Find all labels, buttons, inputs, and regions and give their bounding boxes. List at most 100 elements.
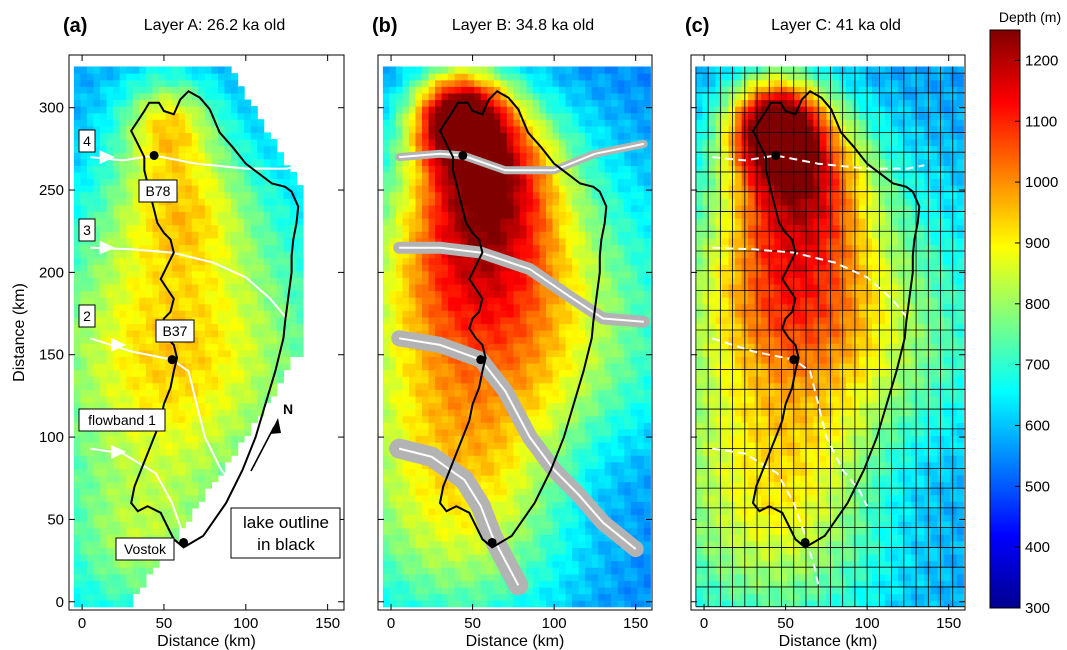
heat-cell [532,461,540,469]
heat-cell [145,435,153,443]
heat-cell [409,119,417,127]
heat-cell [237,283,245,292]
heat-cell [198,66,206,74]
heat-cell [257,251,265,259]
heat-cell [454,92,462,101]
heat-cell [422,481,430,489]
heat-cell [519,231,527,239]
heat-cell [231,178,239,186]
heat-cell [552,448,560,456]
heat-cell [172,376,180,384]
heat-cell [185,481,193,489]
heat-cell [237,257,245,265]
heat-cell [454,415,462,423]
heat-cell [165,145,173,153]
heat-cell [257,402,265,410]
heat-cell [113,481,121,489]
heat-cell [467,132,475,140]
heat-cell [139,376,147,384]
heat-cell [532,79,540,87]
heat-cell [283,356,291,364]
heat-cell [73,435,81,443]
heat-cell [454,73,462,81]
heat-cell [513,66,521,74]
heat-cell [526,560,534,568]
heat-cell [106,171,114,180]
heat-cell [73,119,81,127]
heat-cell [474,468,482,476]
heat-cell [565,231,573,239]
heat-cell [100,494,108,502]
heat-cell [513,600,521,608]
heat-cell [198,204,206,213]
heat-cell [467,415,475,423]
heat-cell [467,165,475,173]
heat-cell [126,382,134,390]
heat-cell [93,593,101,601]
heat-cell [224,112,232,120]
heat-cell [487,204,495,213]
heat-cell [422,277,430,285]
heat-cell [487,461,495,469]
heat-cell [204,264,212,272]
heat-cell [500,514,508,522]
heat-cell [172,534,180,542]
heat-cell [448,428,456,436]
heat-cell [506,277,514,285]
heat-cell [159,488,167,496]
heat-cell [231,303,239,311]
heat-cell [244,231,252,239]
heat-cell [448,171,456,180]
heat-cell [93,237,101,245]
heat-cell [500,501,508,509]
heat-cell [435,494,443,502]
heat-cell [237,323,245,331]
heat-cell [546,567,554,575]
heat-cell [559,310,567,318]
heat-cell [237,158,245,166]
heat-cell [87,501,95,509]
heat-cell [100,297,108,305]
heat-cell [467,586,475,595]
heat-cell [224,218,232,226]
heat-cell [113,316,121,325]
heat-cell [428,171,436,180]
heat-cell [435,580,443,588]
heat-cell [474,152,482,160]
heat-cell [513,237,521,245]
heat-cell [546,422,554,430]
heat-cell [409,501,417,509]
heat-cell [231,191,239,199]
heat-cell [257,132,265,140]
heat-cell [191,442,199,450]
heat-cell [290,290,298,298]
heat-cell [559,171,567,180]
heat-cell [93,139,101,147]
heat-cell [402,534,410,542]
heat-cell [441,185,449,193]
heat-cell [493,79,501,87]
heat-cell [218,79,226,87]
heat-cell [263,356,271,364]
heat-cell [93,303,101,311]
heat-cell [119,283,127,292]
heat-cell [474,600,482,608]
heat-cell [73,343,81,351]
heat-cell [487,303,495,311]
heat-cell [506,507,514,516]
heat-cell [231,297,239,305]
heat-cell [218,363,226,371]
heat-cell [80,494,88,502]
heat-cell [231,428,239,436]
heat-cell [224,409,232,417]
heat-cell [119,310,127,318]
heat-cell [480,297,488,305]
heat-cell [513,475,521,483]
heat-cell [461,547,469,555]
heat-cell [119,79,127,87]
heat-cell [204,290,212,298]
heat-cell [139,106,147,114]
heat-cell [585,257,593,265]
heat-cell [480,185,488,193]
heat-cell [224,251,232,259]
